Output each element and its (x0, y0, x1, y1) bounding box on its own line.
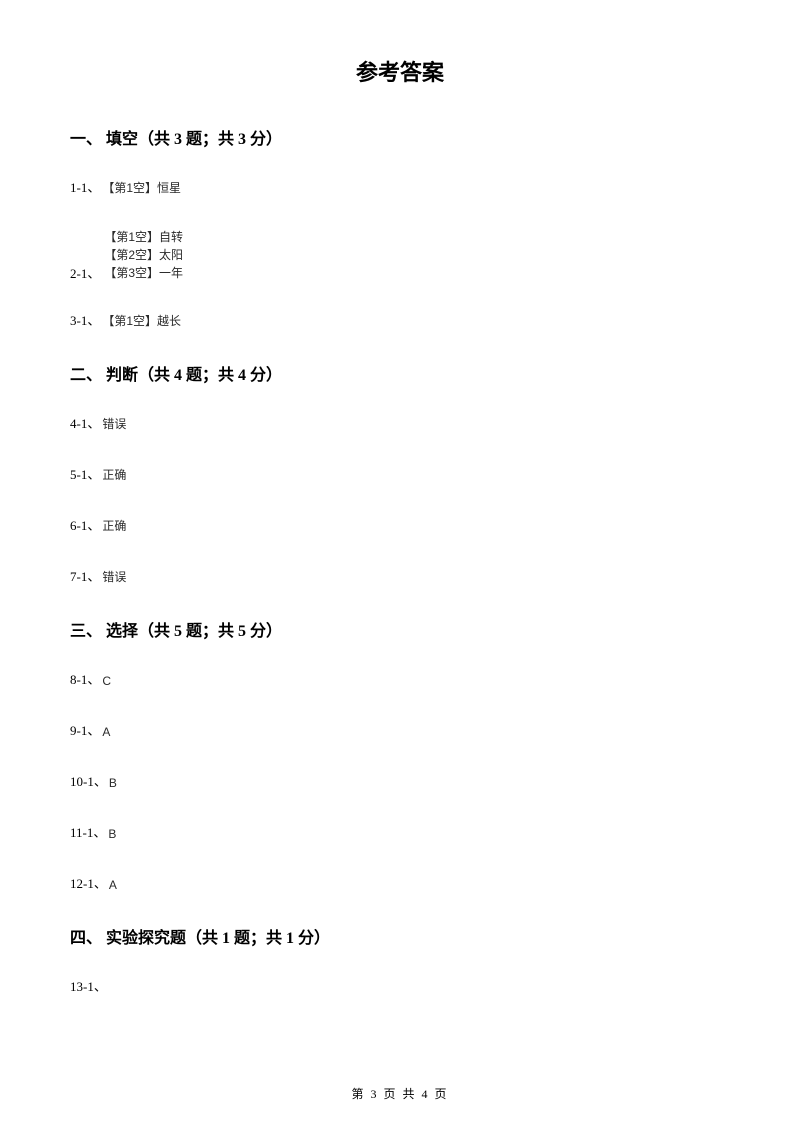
answer-label: 11-1、 (70, 822, 108, 841)
answer-label: 9-1、 (70, 720, 102, 739)
answer-text: 【第1空】越长 (102, 312, 181, 329)
section-3-heading: 三、 选择（共 5 题；共 5 分） (70, 617, 730, 641)
answer-text: 正确 (102, 466, 126, 483)
page-title: 参考答案 (70, 55, 730, 87)
answer-text: 错误 (102, 415, 126, 432)
answer-item-7: 7-1、 错误 (70, 566, 730, 585)
answer-item-2: 2-1、 【第1空】自转 【第2空】太阳 【第3空】一年 (70, 228, 730, 282)
answer-text: 【第1空】恒星 (102, 179, 181, 196)
answer-text: B (109, 776, 117, 790)
answer-label: 6-1、 (70, 515, 102, 534)
document-page: 参考答案 一、 填空（共 3 题；共 3 分） 1-1、 【第1空】恒星 2-1… (0, 0, 800, 995)
answer-text: 错误 (102, 568, 126, 585)
answer-label: 2-1、 (70, 263, 102, 282)
answer-item-8: 8-1、 C (70, 669, 730, 688)
answer-text: C (102, 674, 111, 688)
answer-label: 10-1、 (70, 771, 109, 790)
answer-item-6: 6-1、 正确 (70, 515, 730, 534)
answer-item-13: 13-1、 (70, 976, 730, 995)
answer-item-3: 3-1、 【第1空】越长 (70, 310, 730, 329)
section-1-heading: 一、 填空（共 3 题；共 3 分） (70, 125, 730, 149)
answer-item-10: 10-1、 B (70, 771, 730, 790)
section-4-heading: 四、 实验探究题（共 1 题；共 1 分） (70, 924, 730, 948)
section-2-heading: 二、 判断（共 4 题；共 4 分） (70, 361, 730, 385)
answer-label: 12-1、 (70, 873, 109, 892)
answer-item-1: 1-1、 【第1空】恒星 (70, 177, 730, 196)
answer-multiline: 【第1空】自转 【第2空】太阳 【第3空】一年 (104, 228, 183, 282)
answer-label: 8-1、 (70, 669, 102, 688)
answer-text: A (102, 725, 110, 739)
answer-item-12: 12-1、 A (70, 873, 730, 892)
answer-item-5: 5-1、 正确 (70, 464, 730, 483)
answer-label: 13-1、 (70, 976, 109, 995)
answer-line: 【第3空】一年 (104, 264, 183, 282)
answer-line: 【第1空】自转 (104, 228, 183, 246)
answer-text: A (109, 878, 117, 892)
answer-label: 4-1、 (70, 413, 102, 432)
page-footer: 第 3 页 共 4 页 (0, 1085, 800, 1102)
answer-item-4: 4-1、 错误 (70, 413, 730, 432)
answer-label: 3-1、 (70, 310, 102, 329)
answer-item-11: 11-1、 B (70, 822, 730, 841)
answer-text: B (108, 827, 116, 841)
answer-line: 【第2空】太阳 (104, 246, 183, 264)
answer-label: 5-1、 (70, 464, 102, 483)
answer-label: 7-1、 (70, 566, 102, 585)
answer-item-9: 9-1、 A (70, 720, 730, 739)
answer-text: 正确 (102, 517, 126, 534)
answer-label: 1-1、 (70, 177, 102, 196)
